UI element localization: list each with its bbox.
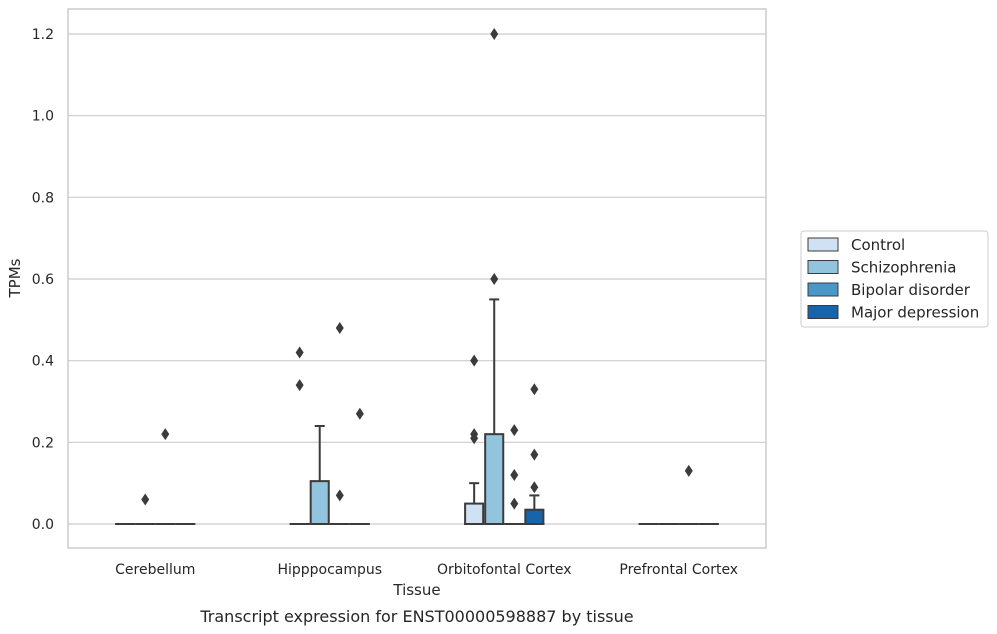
outlier-marker [490,273,499,285]
box-group [349,407,370,525]
box [524,508,545,526]
outlier-marker [335,489,344,502]
y-axis-ticks: 0.0 0.2 0.4 0.6 0.8 1.0 1.2 [32,27,54,533]
x-tick-label: Cerebellum [115,562,195,578]
y-tick-label: 0.8 [32,190,54,206]
outlier-marker [141,493,150,506]
chart-caption: Transcript expression for ENST0000059888… [199,607,633,626]
x-tick-label: Orbitofontal Cortex [437,562,572,578]
outlier-marker [295,379,304,392]
box-group [524,383,545,526]
outlier-marker [470,428,479,441]
outlier-marker [295,346,304,359]
box-group [678,464,699,525]
box [309,480,330,525]
outlier-marker [355,407,364,420]
box [484,433,505,525]
grid-lines [68,33,766,525]
outlier-marker [490,28,499,40]
box-group [504,424,525,525]
legend-swatch [807,282,839,297]
box-group [135,493,156,525]
box-group [309,425,330,525]
y-tick-label: 1.2 [32,27,54,43]
x-tick-label: Hipppocampus [277,562,382,578]
outlier-marker [684,464,693,477]
outlier-marker [530,481,539,494]
box-group [484,28,505,525]
legend-label: Bipolar disorder [851,281,971,299]
box-group [329,322,350,525]
outlier-marker [510,424,519,437]
legend-swatch [807,305,839,319]
legend-label: Schizophrenia [851,259,956,277]
legend-label: Major depression [851,304,979,322]
plot-area-frame [67,8,767,549]
x-axis-ticks: Cerebellum Hipppocampus Orbitofontal Corte… [115,562,738,578]
outlier-marker [510,469,519,481]
legend-swatch [807,237,839,252]
x-tick-label: Prefrontal Cortex [619,562,738,578]
y-axis-label: TPMs [6,258,24,298]
legend: Control Schizophrenia Bipolar disorder Majo… [800,230,989,328]
outlier-marker [335,322,344,334]
y-tick-label: 1.0 [32,109,54,125]
legend-swatch [807,260,839,274]
y-tick-label: 0.2 [32,435,54,451]
box [464,502,485,526]
box-plot-series [115,28,719,526]
legend-frame [800,230,989,328]
outlier-marker [530,448,539,461]
x-axis-label: Tissue [392,581,440,599]
outlier-marker [510,497,519,510]
y-tick-label: 0.4 [32,354,54,370]
y-tick-label: 0.6 [32,272,54,288]
legend-label: Control [851,236,905,254]
box-group [464,354,485,526]
outlier-marker [161,428,170,441]
box-group [289,346,310,525]
outlier-marker [530,383,539,396]
outlier-marker [470,354,479,367]
box-group [155,428,176,525]
y-tick-label: 0.0 [32,517,54,533]
